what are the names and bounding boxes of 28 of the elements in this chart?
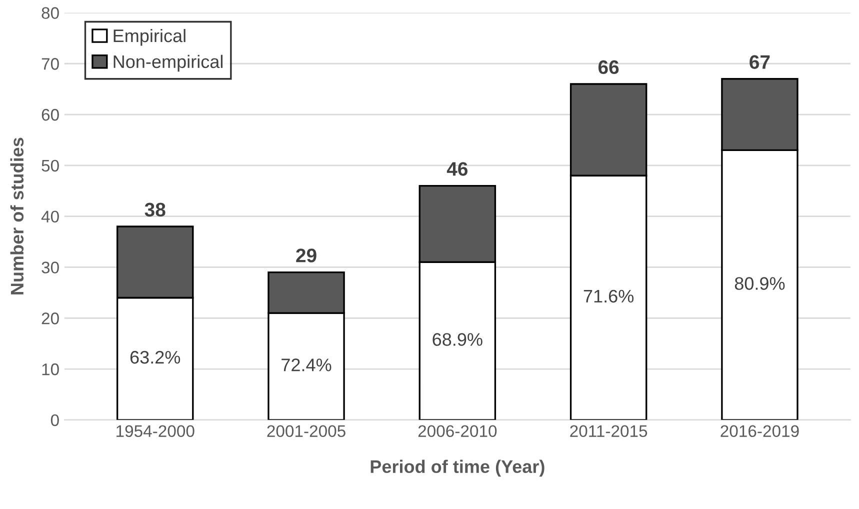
y-tick-label: 30 — [42, 262, 59, 274]
y-tick-label: 40 — [41, 210, 59, 223]
y-tick-label: 0 — [50, 414, 59, 426]
total-label: 38 — [144, 202, 166, 217]
annotation: 72.4% — [282, 358, 332, 372]
y-tick-label: 10 — [42, 363, 59, 376]
x-tick-label: 2011-2015 — [570, 425, 648, 438]
y-tick-label: 20 — [42, 312, 59, 324]
annotation: 80.9% — [734, 277, 785, 290]
total-label: 66 — [598, 60, 619, 74]
annotation: 71.6% — [584, 290, 634, 303]
y-tick-label: 80 — [42, 7, 59, 19]
x-tick-label: 2001-2005 — [267, 425, 346, 438]
x-tick-label: 1954-2000 — [116, 425, 194, 438]
total-label: 46 — [446, 162, 468, 176]
total-label: 67 — [750, 55, 770, 69]
legend-label: Empirical — [114, 28, 186, 46]
legend-label: Non-empirical — [114, 54, 222, 72]
x-axis-title: Period of time (Year) — [370, 460, 544, 477]
total-label: 29 — [296, 248, 316, 262]
annotation: 68.9% — [432, 333, 482, 346]
annotation: 63.2% — [130, 350, 180, 364]
x-tick-label: 2016-2019 — [720, 425, 799, 438]
y-tick-label: 50 — [42, 160, 59, 172]
x-tick-label: 2006-2010 — [418, 425, 497, 438]
y-tick-label: 60 — [42, 108, 59, 121]
y-axis-title: Number of studies — [10, 138, 24, 294]
y-tick-label: 70 — [42, 58, 59, 70]
